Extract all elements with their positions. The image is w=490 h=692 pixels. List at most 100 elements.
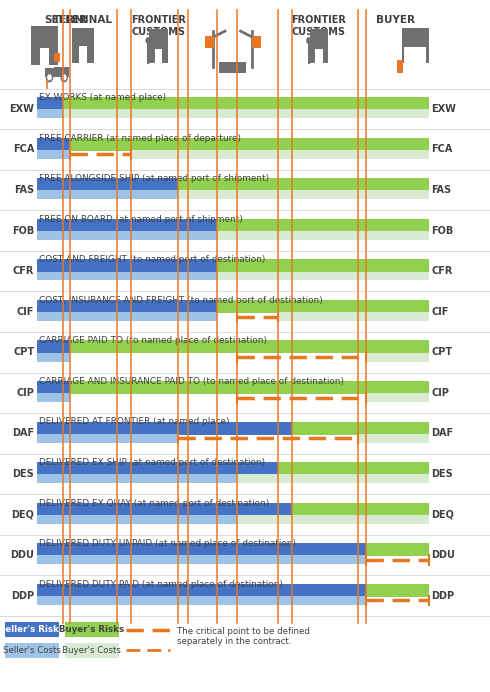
Bar	[54, 68, 69, 78]
Bar	[37, 353, 70, 361]
Text: FCA: FCA	[13, 145, 34, 154]
Text: CFR: CFR	[431, 266, 453, 276]
Text: DELIVERED AT FRONTIER (at named place): DELIVERED AT FRONTIER (at named place)	[39, 417, 229, 426]
Text: DES: DES	[13, 469, 34, 479]
Bar	[217, 260, 429, 273]
Bar	[37, 596, 366, 605]
Text: BUYER: BUYER	[376, 15, 415, 25]
Text: FAS: FAS	[431, 185, 451, 195]
Text: Buyer's Risks: Buyer's Risks	[59, 625, 124, 635]
Bar	[178, 190, 429, 199]
Bar	[366, 543, 429, 556]
Text: COST AND FREIGHT (to named port of destination): COST AND FREIGHT (to named port of desti…	[39, 255, 265, 264]
Bar	[54, 53, 60, 62]
Circle shape	[307, 38, 311, 43]
Text: CIF: CIF	[17, 307, 34, 317]
Bar	[37, 190, 178, 199]
Text: Buyer's Costs: Buyer's Costs	[62, 646, 121, 655]
Circle shape	[63, 75, 66, 80]
Text: DELIVERED EX SHIP (at named port of destination): DELIVERED EX SHIP (at named port of dest…	[39, 458, 265, 467]
Bar	[358, 434, 429, 443]
Text: DELIVERED DUTY PAID (at named place of destination): DELIVERED DUTY PAID (at named place of d…	[39, 580, 283, 589]
Text: FAS: FAS	[14, 185, 34, 195]
Bar	[37, 97, 63, 110]
Bar	[178, 179, 429, 191]
Bar	[37, 340, 70, 354]
Text: DDU: DDU	[10, 550, 34, 560]
Bar	[292, 421, 429, 435]
Bar	[217, 271, 429, 280]
Text: EXW: EXW	[9, 104, 34, 114]
Text: SELLER: SELLER	[45, 15, 88, 25]
Text: Seller's Risks: Seller's Risks	[0, 625, 64, 635]
Bar	[278, 312, 429, 321]
Bar	[37, 502, 292, 516]
Bar	[404, 47, 426, 63]
Bar	[37, 474, 237, 483]
Bar	[70, 381, 429, 394]
Text: CARRIAGE PAID TO (to named place of destination): CARRIAGE PAID TO (to named place of dest…	[39, 336, 267, 345]
Bar	[5, 622, 59, 637]
Text: DEQ: DEQ	[431, 509, 454, 520]
Bar	[31, 26, 58, 65]
Bar	[37, 556, 366, 565]
Bar	[63, 97, 429, 110]
Bar	[131, 150, 429, 158]
Bar	[37, 434, 178, 443]
Text: DEQ: DEQ	[11, 509, 34, 520]
Bar	[5, 643, 59, 658]
Bar	[37, 312, 217, 321]
Text: FCA: FCA	[431, 145, 453, 154]
Bar	[37, 231, 217, 240]
Bar	[310, 28, 328, 62]
Bar	[37, 300, 217, 313]
Circle shape	[61, 73, 67, 82]
Bar	[292, 502, 429, 516]
Text: DES: DES	[431, 469, 453, 479]
Bar	[37, 271, 217, 280]
Bar	[65, 643, 119, 658]
Bar	[37, 584, 366, 597]
Bar	[37, 515, 237, 524]
Bar	[217, 231, 429, 240]
Bar	[237, 474, 429, 483]
Bar	[217, 300, 429, 313]
Bar	[37, 393, 70, 402]
Text: CPT: CPT	[431, 347, 452, 357]
Text: CPT: CPT	[13, 347, 34, 357]
Bar	[37, 260, 217, 273]
Bar	[37, 138, 70, 151]
Bar	[37, 150, 70, 158]
Bar	[70, 138, 429, 151]
Bar	[40, 48, 49, 65]
Text: FRONTIER
CUSTOMS: FRONTIER CUSTOMS	[131, 15, 186, 37]
Bar	[154, 49, 162, 62]
Text: DAF: DAF	[12, 428, 34, 438]
Bar	[278, 462, 429, 475]
Bar	[37, 109, 63, 118]
Text: COST, INSURANCE AND FREIGHT (to named port of destination): COST, INSURANCE AND FREIGHT (to named po…	[39, 295, 322, 304]
Bar	[78, 46, 87, 63]
Text: CARRIAGE AND INSURANCE PAID TO (to named place of destination): CARRIAGE AND INSURANCE PAID TO (to named…	[39, 377, 343, 386]
Text: FREE ON BOARD (at named port of shipment): FREE ON BOARD (at named port of shipment…	[39, 215, 243, 224]
Bar	[217, 219, 429, 232]
Text: CIF: CIF	[431, 307, 448, 317]
Text: FOB: FOB	[12, 226, 34, 235]
Circle shape	[48, 75, 51, 80]
Bar	[63, 109, 429, 118]
Bar	[397, 60, 403, 73]
Text: The critical point to be defined
separately in the contract.: The critical point to be defined separat…	[177, 627, 310, 646]
Circle shape	[146, 38, 150, 43]
Bar	[149, 28, 168, 62]
Text: EX WORKS (at named place): EX WORKS (at named place)	[39, 93, 166, 102]
Bar	[65, 622, 119, 637]
Text: FOB: FOB	[431, 226, 453, 235]
Bar	[315, 49, 323, 62]
Bar	[237, 515, 429, 524]
Bar	[205, 36, 214, 48]
Bar	[37, 421, 292, 435]
Text: FREE CARRIER (at named place of departure): FREE CARRIER (at named place of departur…	[39, 134, 241, 143]
Text: DDP: DDP	[431, 590, 454, 601]
Text: CFR: CFR	[13, 266, 34, 276]
Text: DELIVERED EX QUAY (at named port of destination): DELIVERED EX QUAY (at named port of dest…	[39, 499, 269, 508]
